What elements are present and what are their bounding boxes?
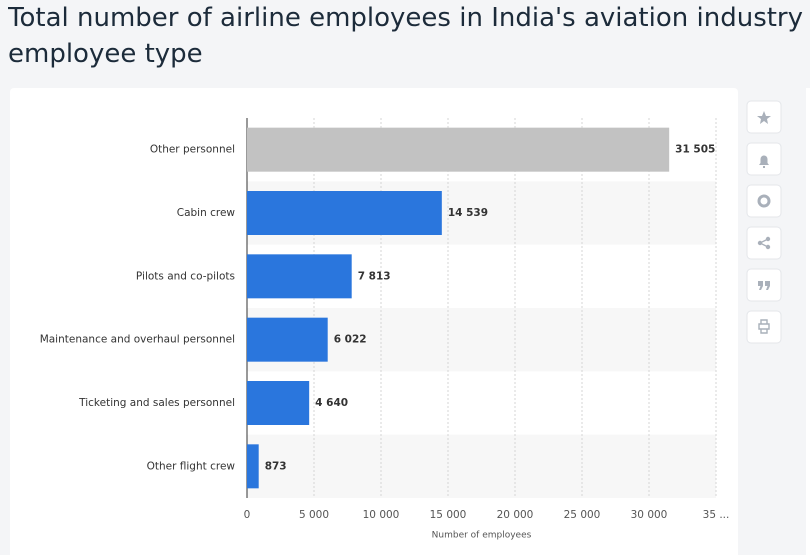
share-icon bbox=[757, 236, 771, 250]
x-axis-label: Number of employees bbox=[432, 531, 532, 541]
y-tick-label: Maintenance and overhaul personnel bbox=[40, 334, 235, 346]
value-label: 873 bbox=[265, 460, 287, 472]
side-card bbox=[806, 88, 810, 555]
value-label: 6 022 bbox=[334, 334, 367, 346]
chart-title: Total number of airline employees in Ind… bbox=[8, 0, 810, 72]
y-tick-label: Ticketing and sales personnel bbox=[78, 397, 235, 409]
bell-icon bbox=[759, 155, 769, 168]
bar bbox=[247, 381, 310, 425]
x-tick-label: 30 000 bbox=[631, 509, 668, 521]
x-tick-label: 25 000 bbox=[564, 509, 601, 521]
toolbar-icons bbox=[757, 111, 771, 334]
print-icon bbox=[758, 319, 770, 334]
bar bbox=[247, 254, 352, 299]
y-tick-label: Other flight crew bbox=[147, 460, 236, 472]
cite-button[interactable] bbox=[746, 268, 782, 302]
toolbar bbox=[746, 100, 782, 344]
settings-button[interactable] bbox=[746, 184, 782, 218]
bar bbox=[247, 444, 259, 489]
star-icon bbox=[757, 111, 771, 124]
x-tick-label: 0 bbox=[244, 509, 251, 521]
value-label: 7 813 bbox=[358, 270, 391, 282]
x-tick-label: 5 000 bbox=[299, 509, 329, 521]
x-tick-label: 15 000 bbox=[430, 509, 467, 521]
row-stripe bbox=[247, 434, 716, 498]
x-tick-label: 35 ... bbox=[703, 509, 730, 521]
value-label: 4 640 bbox=[315, 397, 348, 409]
bar bbox=[247, 191, 442, 235]
share-button[interactable] bbox=[746, 226, 782, 260]
bar bbox=[247, 127, 670, 172]
plot: 0 5 000 10 000 15 000 20 000 25 000 30 000 35 .… bbox=[40, 118, 730, 541]
title-line: Total number of airline employees in Ind… bbox=[8, 3, 804, 33]
x-tick-label: 10 000 bbox=[363, 509, 400, 521]
y-tick-label: Other personnel bbox=[150, 144, 235, 156]
title-line: employee type bbox=[8, 39, 203, 69]
bar bbox=[247, 317, 328, 362]
value-label: 31 505 bbox=[675, 144, 715, 156]
y-tick-label: Cabin crew bbox=[177, 207, 236, 219]
print-button[interactable] bbox=[746, 310, 782, 344]
gear-icon bbox=[757, 194, 771, 208]
value-label: 14 539 bbox=[448, 207, 488, 219]
quote-icon bbox=[758, 281, 770, 290]
x-tick-label: 20 000 bbox=[497, 509, 534, 521]
y-tick-label: Pilots and co-pilots bbox=[136, 270, 235, 282]
